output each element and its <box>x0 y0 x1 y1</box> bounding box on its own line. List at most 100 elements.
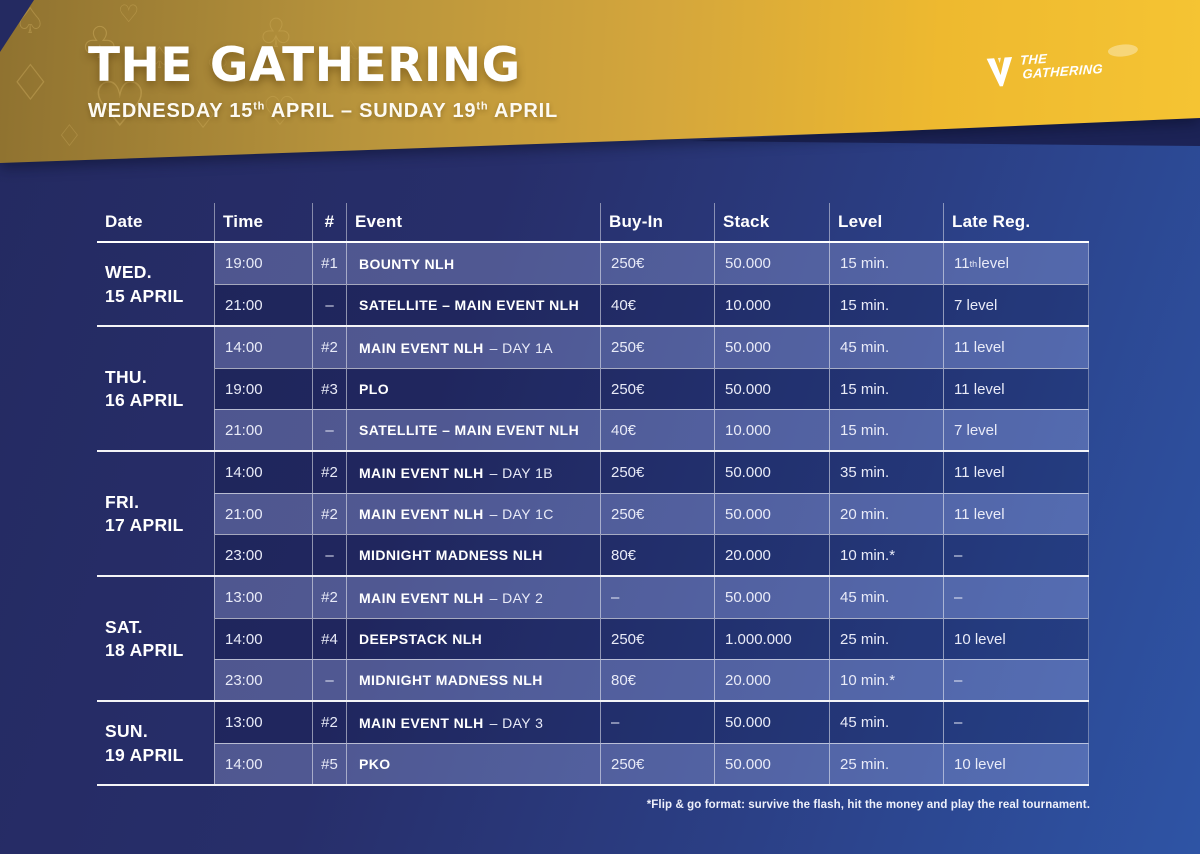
schedule-cell-stack: 20.000 <box>714 534 829 575</box>
schedule-cell-event: DEEPSTACK NLH <box>346 618 600 659</box>
schedule-cell-event: MAIN EVENT NLH – DAY 2 <box>346 577 600 618</box>
schedule-cell-buyin: 250€ <box>600 327 714 368</box>
schedule-cell-latereg: – <box>943 702 1089 743</box>
page-title: THE GATHERING <box>88 38 521 93</box>
schedule-cell-stack: 50.000 <box>714 702 829 743</box>
event-name: SATELLITE – MAIN EVENT NLH <box>359 297 580 313</box>
date-label: 16 APRIL <box>105 390 184 410</box>
event-day-suffix: – DAY 1C <box>489 506 554 522</box>
day-group: SUN. 19 APRIL 13:00 #2 MAIN EVENT NLH – DAY 3… <box>97 702 1089 786</box>
schedule-cell-number: #4 <box>312 618 346 659</box>
schedule-cell-event: MAIN EVENT NLH – DAY 1C <box>346 493 600 534</box>
schedule-cell-event: SATELLITE – MAIN EVENT NLH <box>346 284 600 325</box>
schedule-cell-time: 13:00 <box>214 577 312 618</box>
schedule-cell-buyin: – <box>600 702 714 743</box>
schedule-cell-stack: 50.000 <box>714 577 829 618</box>
schedule-cell-time: 23:00 <box>214 534 312 575</box>
schedule-cell-number: #2 <box>312 327 346 368</box>
schedule-cell-event: BOUNTY NLH <box>346 243 600 284</box>
schedule-cell-stack: 10.000 <box>714 284 829 325</box>
schedule-cell-number: #2 <box>312 452 346 493</box>
schedule-cell-time: 19:00 <box>214 368 312 409</box>
event-name: DEEPSTACK NLH <box>359 631 483 647</box>
schedule-cell-stack: 50.000 <box>714 493 829 534</box>
schedule-cell-buyin: 80€ <box>600 534 714 575</box>
table-header-row: Date Time # Event Buy-In Stack Level Late Reg. <box>97 203 1089 243</box>
event-name: MAIN EVENT NLH <box>359 339 484 356</box>
schedule-cell-level: 20 min. <box>829 493 943 534</box>
event-name: SATELLITE – MAIN EVENT NLH <box>359 422 580 438</box>
schedule-cell-latereg: – <box>943 577 1089 618</box>
schedule-cell-level: 15 min. <box>829 368 943 409</box>
event-name: MAIN EVENT NLH <box>359 464 484 481</box>
column-header-buy-in: Buy-In <box>600 203 714 241</box>
day-label: SAT. <box>105 616 143 637</box>
date-label: 18 APRIL <box>105 640 184 660</box>
schedule-cell-buyin: 250€ <box>600 368 714 409</box>
date-cell: THU. 16 APRIL <box>97 327 214 450</box>
schedule-cell-time: 13:00 <box>214 702 312 743</box>
schedule-table: Date Time # Event Buy-In Stack Level Late Reg. W… <box>97 203 1089 786</box>
schedule-cell-time: 19:00 <box>214 243 312 284</box>
schedule-cell-buyin: 250€ <box>600 743 714 784</box>
date-cell: SAT. 18 APRIL <box>97 577 214 700</box>
logo-text: THE GATHERING <box>1020 43 1139 81</box>
date-label: 15 APRIL <box>105 285 184 306</box>
banner-wrap: ♤ ♡ ♧ ♢ ♡ ♤ ♧ ♢ ♡ ♤ ♢ ♧ THE GATHERING WEDNESDAY 15t… <box>0 0 1200 170</box>
event-name: MIDNIGHT MADNESS NLH <box>359 672 543 688</box>
schedule-cell-latereg: 11 level <box>943 368 1089 409</box>
schedule-cell-level: 15 min. <box>829 243 943 284</box>
schedule-cell-buyin: 250€ <box>600 243 714 284</box>
schedule-cell-number: #2 <box>312 577 346 618</box>
schedule-cell-buyin: 250€ <box>600 452 714 493</box>
schedule-cell-stack: 50.000 <box>714 327 829 368</box>
event-day-suffix: – DAY 3 <box>489 714 544 731</box>
column-header-date: Date <box>105 212 143 231</box>
schedule-cell-event: PLO <box>346 368 600 409</box>
day-label: FRI. <box>105 491 140 512</box>
schedule-cell-number: #1 <box>312 243 346 284</box>
schedule-cell-buyin: 250€ <box>600 618 714 659</box>
schedule-cell-buyin: 40€ <box>600 409 714 450</box>
schedule-cell-time: 14:00 <box>214 327 312 368</box>
schedule-cell-time: 21:00 <box>214 409 312 450</box>
event-name: MIDNIGHT MADNESS NLH <box>359 547 543 563</box>
schedule-cell-level: 45 min. <box>829 577 943 618</box>
schedule-cell-event: MIDNIGHT MADNESS NLH <box>346 659 600 700</box>
schedule-cell-latereg: 11 level <box>943 452 1089 493</box>
heart-outline-icon: ♡ <box>118 0 140 28</box>
schedule-cell-latereg: 11 level <box>943 493 1089 534</box>
schedule-cell-time: 21:00 <box>214 284 312 325</box>
schedule-cell-time: 23:00 <box>214 659 312 700</box>
schedule-cell-buyin: – <box>600 577 714 618</box>
schedule-cell-level: 25 min. <box>829 618 943 659</box>
column-header-late-reg: Late Reg. <box>943 203 1089 241</box>
schedule-cell-level: 25 min. <box>829 743 943 784</box>
event-day-suffix: – DAY 1A <box>489 339 553 356</box>
schedule-cell-number: #5 <box>312 743 346 784</box>
logo-v-icon <box>987 57 1013 87</box>
date-label: 17 APRIL <box>105 515 184 535</box>
schedule-cell-time: 14:00 <box>214 452 312 493</box>
schedule-cell-level: 10 min.* <box>829 659 943 700</box>
schedule-cell-latereg: 7 level <box>943 409 1089 450</box>
event-name: MAIN EVENT NLH <box>359 714 484 731</box>
day-group: THU. 16 APRIL 14:00 #2 MAIN EVENT NLH – DAY 1… <box>97 327 1089 452</box>
schedule-cell-stack: 10.000 <box>714 409 829 450</box>
day-label: THU. <box>105 366 148 387</box>
column-header-stack: Stack <box>714 203 829 241</box>
event-name: MAIN EVENT NLH <box>359 589 484 606</box>
schedule-cell-stack: 50.000 <box>714 452 829 493</box>
schedule-cell-latereg: 10 level <box>943 743 1089 784</box>
schedule-cell-buyin: 80€ <box>600 659 714 700</box>
schedule-cell-event: SATELLITE – MAIN EVENT NLH <box>346 409 600 450</box>
schedule-cell-event: MAIN EVENT NLH – DAY 1A <box>346 327 600 368</box>
schedule-cell-number: #2 <box>312 493 346 534</box>
schedule-cell-number: #2 <box>312 702 346 743</box>
schedule-cell-level: 45 min. <box>829 702 943 743</box>
schedule-cell-latereg: – <box>943 534 1089 575</box>
column-header-event: Event <box>346 203 600 241</box>
schedule-cell-time: 21:00 <box>214 493 312 534</box>
